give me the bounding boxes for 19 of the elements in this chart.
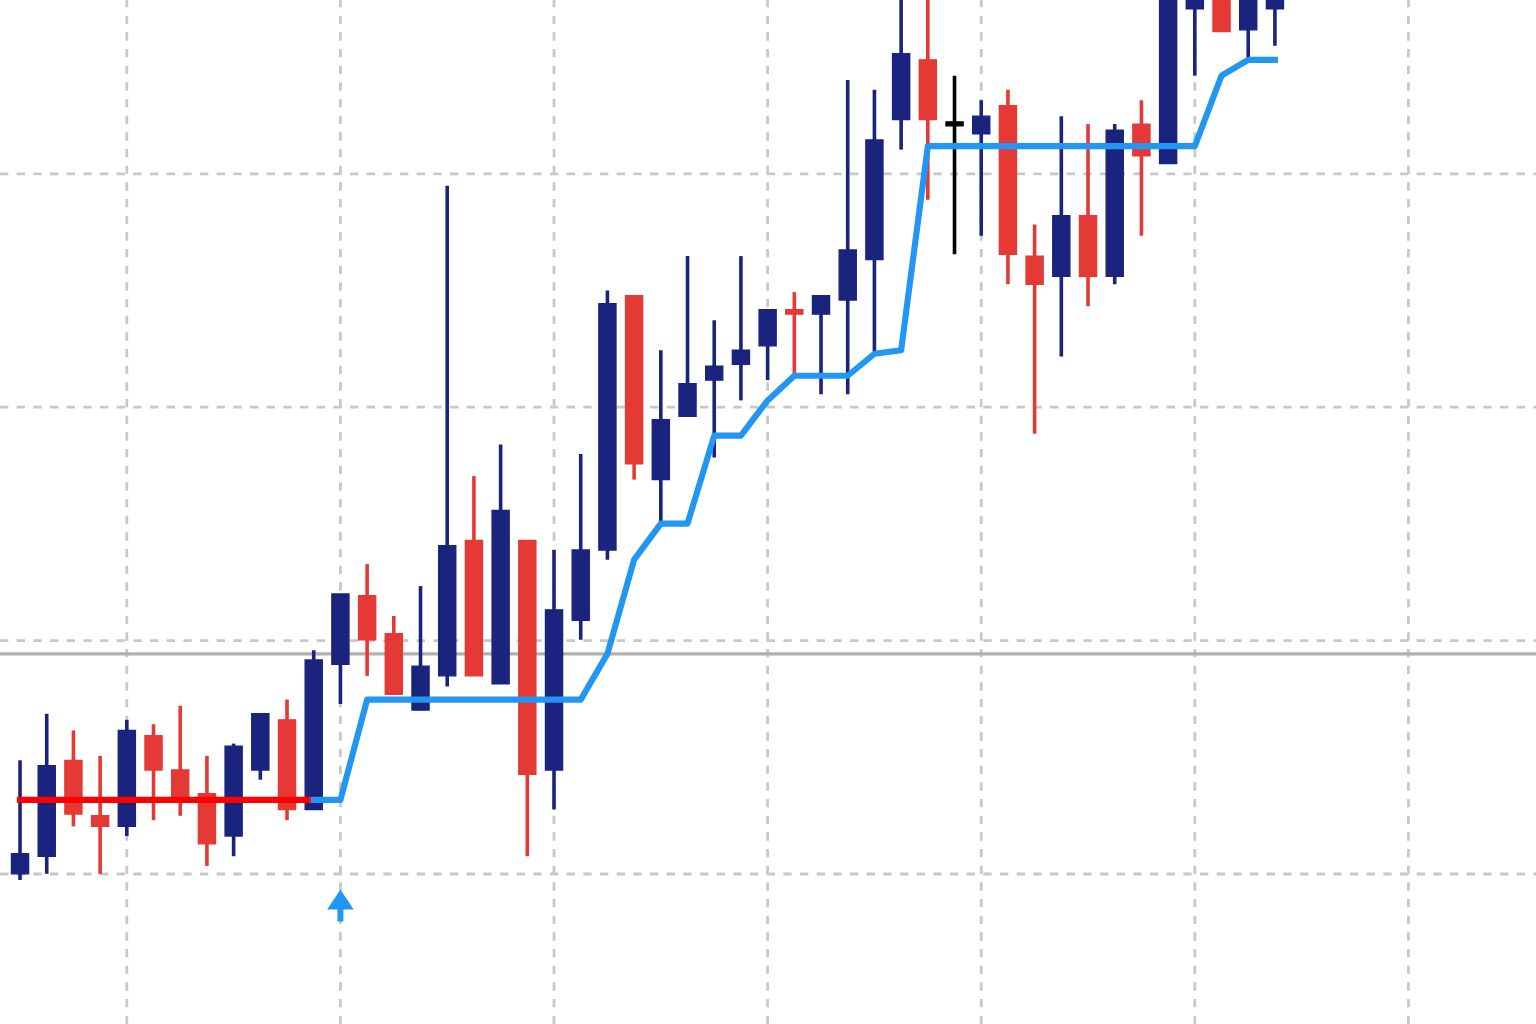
candlestick xyxy=(785,290,804,376)
candlestick xyxy=(10,758,30,882)
candlestick xyxy=(678,254,697,419)
candlestick xyxy=(170,703,190,818)
candlestick xyxy=(144,722,163,822)
candlestick xyxy=(811,293,831,397)
candlestick xyxy=(945,73,964,257)
candlestick xyxy=(411,584,430,712)
candlestick xyxy=(704,318,724,460)
candlestick xyxy=(758,307,777,382)
candlestick xyxy=(1185,0,1205,78)
candlestick xyxy=(1265,0,1285,48)
candlestick xyxy=(1212,0,1231,33)
candlestick xyxy=(971,98,991,238)
candlestick xyxy=(357,562,377,678)
candlestick xyxy=(1025,222,1044,436)
candlestick xyxy=(90,754,110,876)
candlestick xyxy=(731,254,751,403)
candlestick xyxy=(1238,0,1258,62)
